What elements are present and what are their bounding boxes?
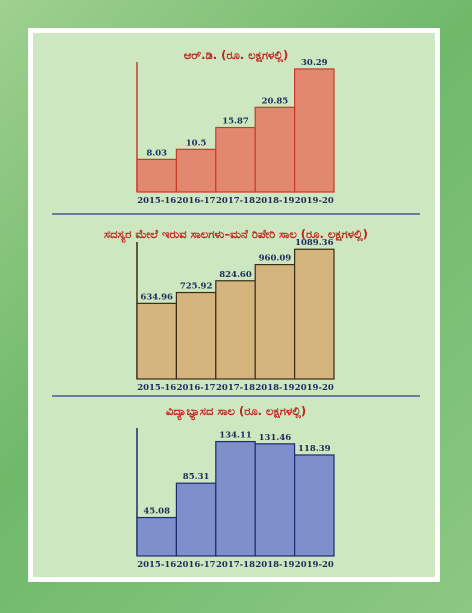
bar xyxy=(175,482,217,557)
data-label: 85.31 xyxy=(183,472,210,482)
data-label: 8.03 xyxy=(146,148,167,158)
x-tick-label: 2015-16 xyxy=(137,383,176,393)
x-tick-label: 2016-17 xyxy=(177,560,216,570)
x-tick-label: 2018-19 xyxy=(255,560,294,570)
x-tick-label: 2015-16 xyxy=(137,196,176,206)
bar xyxy=(175,291,217,380)
bar xyxy=(254,264,296,380)
rd-chart: ಆರ್.ಡಿ. (ರೂ. ಲಕ್ಷಗಳಲ್ಲಿ) 8.03 2015-16 10.5… xyxy=(136,48,335,206)
bar xyxy=(254,106,296,193)
data-label: 134.11 xyxy=(219,431,252,441)
house-repair-loan-chart-title: ಸದಸ್ಯರ ಮೇಲೆ ಇರುವ ಸಾಲಗಳು–ಮನೆ ರಿಪೇರಿ ಸಾಲ (… xyxy=(104,227,368,244)
data-label: 725.92 xyxy=(180,282,213,292)
x-tick-label: 2019-20 xyxy=(295,560,334,570)
bar xyxy=(294,68,335,193)
x-tick-label: 2016-17 xyxy=(177,196,216,206)
data-label: 1089.36 xyxy=(295,238,334,248)
rd-chart-title: ಆರ್.ಡಿ. (ರೂ. ಲಕ್ಷಗಳಲ್ಲಿ) xyxy=(184,48,289,64)
x-tick-label: 2017-18 xyxy=(216,196,255,206)
house-repair-loan-chart: ಸದಸ್ಯರ ಮೇಲೆ ಇರುವ ಸಾಲಗಳು–ಮನೆ ರಿಪೇರಿ ಸಾಲ (… xyxy=(104,227,368,393)
x-tick-label: 2018-19 xyxy=(255,383,294,393)
data-label: 15.87 xyxy=(222,117,249,127)
bar xyxy=(294,454,335,557)
bar xyxy=(136,516,178,557)
bar xyxy=(136,158,178,193)
x-tick-label: 2019-20 xyxy=(295,383,334,393)
bar xyxy=(294,248,335,380)
x-tick-label: 2019-20 xyxy=(295,196,334,206)
x-tick-label: 2018-19 xyxy=(255,196,294,206)
education-loan-chart: ವಿದ್ಯಾಭ್ಯಾಸದ ಸಾಲ (ರೂ. ಲಕ್ಷಗಳಲ್ಲಿ) 45.08 2… xyxy=(136,404,335,570)
data-label: 824.60 xyxy=(219,270,252,280)
bar xyxy=(175,148,217,193)
data-label: 10.5 xyxy=(186,138,207,148)
bar xyxy=(215,126,256,193)
data-label: 634.96 xyxy=(140,292,173,302)
x-tick-label: 2017-18 xyxy=(216,383,255,393)
bar xyxy=(215,280,256,380)
x-tick-label: 2017-18 xyxy=(216,560,255,570)
x-tick-label: 2015-16 xyxy=(137,560,176,570)
education-loan-chart-title: ವಿದ್ಯಾಭ್ಯಾಸದ ಸಾಲ (ರೂ. ಲಕ್ಷಗಳಲ್ಲಿ) xyxy=(166,404,306,421)
bar xyxy=(136,302,178,380)
data-label: 118.39 xyxy=(298,444,331,454)
x-tick-label: 2016-17 xyxy=(177,383,216,393)
data-label: 960.09 xyxy=(259,254,292,264)
bar xyxy=(215,440,256,557)
bar xyxy=(254,443,296,557)
data-label: 45.08 xyxy=(143,507,170,517)
data-label: 20.85 xyxy=(262,96,289,106)
data-label: 30.29 xyxy=(301,58,328,68)
data-label: 131.46 xyxy=(259,433,292,443)
